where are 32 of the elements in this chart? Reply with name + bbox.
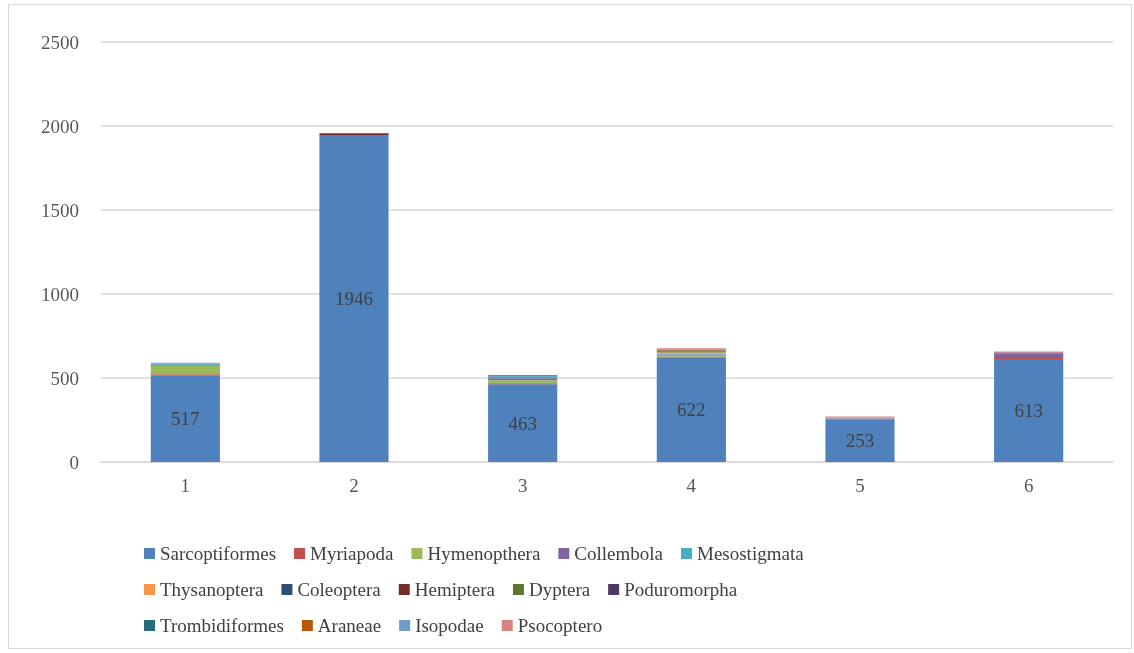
y-tick-label: 2000 — [41, 115, 79, 137]
x-tick-label: 1 — [180, 475, 191, 496]
legend-label: Poduromorpha — [624, 579, 738, 600]
data-label: 613 — [1014, 400, 1043, 422]
legend-label: Myriapoda — [310, 543, 395, 564]
legend-label: Trombidiformes — [160, 615, 284, 636]
x-tick-label: 2 — [349, 475, 359, 496]
data-label: 253 — [845, 430, 875, 452]
legend-label: Coleoptera — [297, 579, 382, 600]
legend-label: Hymenopthera — [427, 543, 541, 564]
y-tick-label: 500 — [50, 367, 79, 389]
legend-label: Sarcoptiformes — [160, 543, 277, 564]
legend-label: Araneae — [317, 615, 382, 636]
legend-label: Collembola — [574, 543, 664, 564]
legend-label: Dyptera — [528, 579, 591, 600]
data-label: 1946 — [335, 288, 373, 310]
legend-label: Mesostigmata — [697, 543, 805, 564]
x-tick-label: 3 — [517, 475, 528, 496]
y-tick-label: 1500 — [41, 199, 79, 221]
y-tick-label: 1000 — [41, 283, 79, 305]
data-label: 463 — [508, 412, 537, 434]
x-tick-label: 5 — [855, 475, 865, 496]
y-tick-label: 2500 — [41, 31, 79, 53]
y-tick-label: 0 — [69, 451, 79, 473]
data-label: 622 — [677, 399, 706, 421]
legend-label: Isopodae — [415, 615, 484, 636]
legend-label: Psocoptero — [517, 615, 603, 636]
x-tick-label: 4 — [686, 475, 697, 496]
legend-label: Thysanoptera — [160, 579, 264, 600]
legend-label: Hemiptera — [414, 579, 496, 600]
data-label: 517 — [171, 408, 200, 430]
x-tick-label: 6 — [1023, 475, 1034, 496]
